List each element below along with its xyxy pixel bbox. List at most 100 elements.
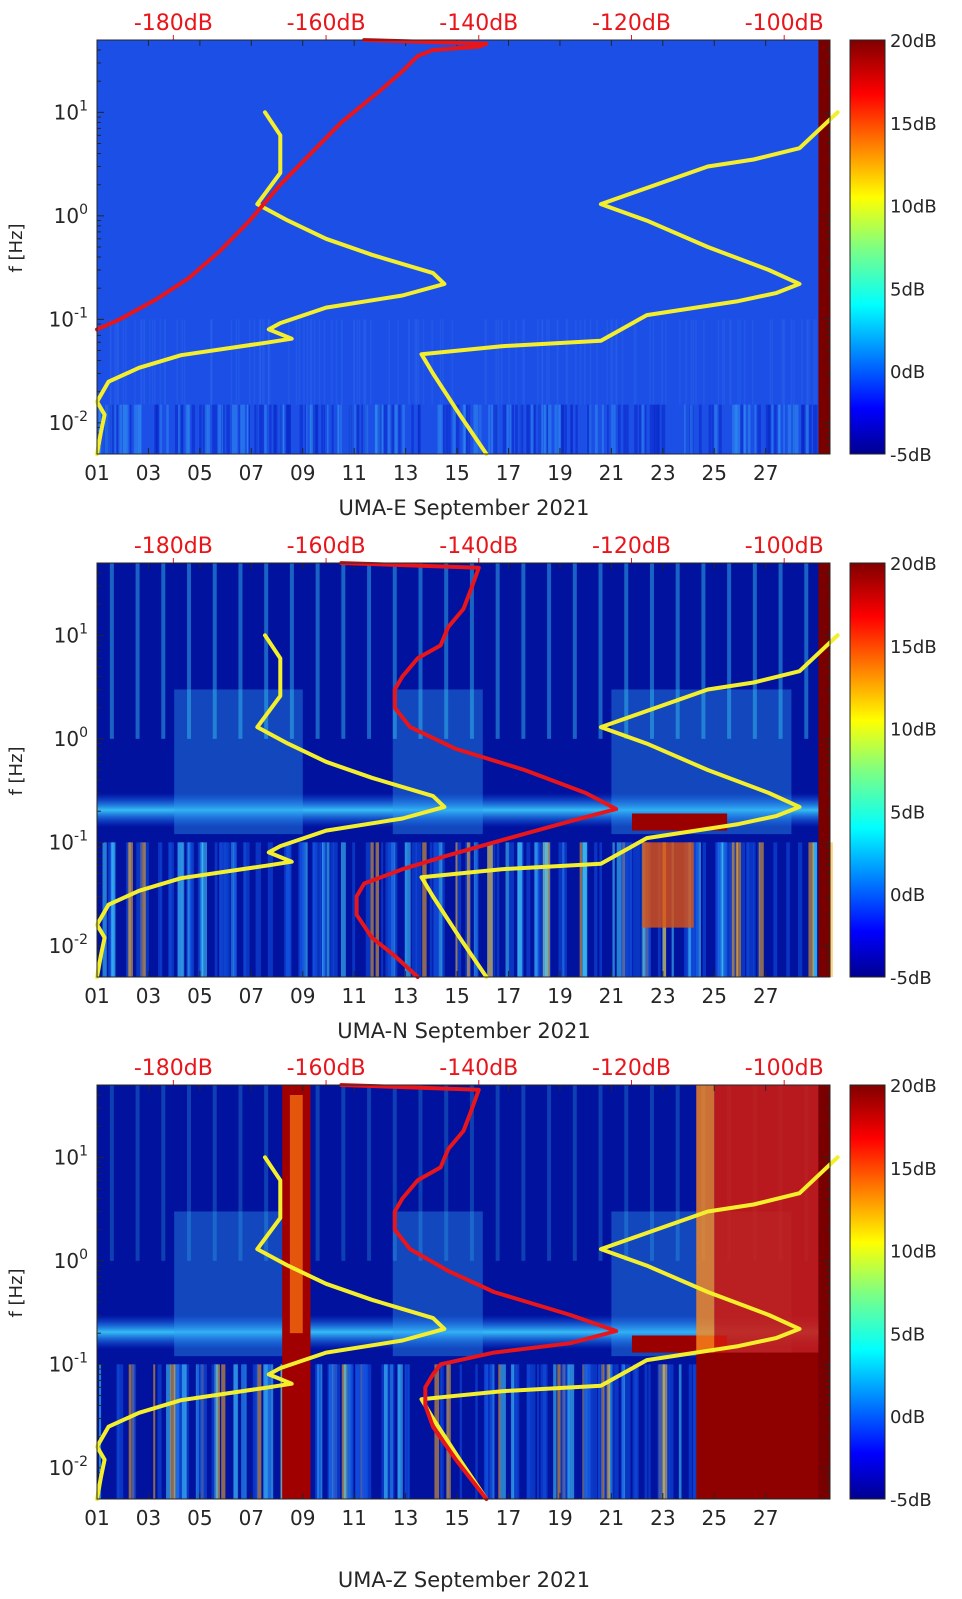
heatmap-stripe [332, 1364, 337, 1499]
heatmap-stripe [117, 319, 119, 405]
heatmap-stripe [159, 404, 162, 454]
heatmap-stripe [600, 1364, 605, 1499]
noise-model-curve [95, 1155, 447, 1501]
heatmap-stripe [616, 842, 622, 977]
heatmap-stripe [388, 319, 390, 405]
heatmap-stripe [561, 404, 565, 454]
y-tick-exponent: -2 [74, 1454, 88, 1470]
heatmap-stripe [390, 842, 395, 977]
heatmap-stripe [743, 319, 746, 405]
heatmap-stripe [402, 404, 405, 454]
heatmap-stripe [818, 40, 830, 454]
heatmap-stripe [688, 1364, 692, 1499]
heatmap-streak [547, 1085, 552, 1261]
heatmap-stripe [818, 563, 830, 977]
heatmap-stripe [137, 404, 142, 454]
heatmap-stripe [202, 404, 206, 454]
heatmap-stripe [783, 404, 785, 454]
heatmap-stripe [148, 319, 151, 405]
heatmap-stripe [786, 842, 790, 977]
heatmap-hot-patch [642, 842, 694, 928]
x-tick-label: 05 [187, 984, 212, 1008]
heatmap-streak [187, 563, 192, 739]
x-tick-label: 27 [753, 1506, 778, 1530]
y-tick-exponent: 1 [79, 1143, 88, 1159]
heatmap-stripe [510, 1364, 515, 1499]
heatmap-stripe [298, 319, 300, 405]
heatmap-stripe [181, 319, 183, 405]
heatmap-stripe [166, 404, 169, 454]
heatmap-stripe [790, 319, 793, 405]
heatmap-stripe [455, 842, 462, 977]
heatmap-stripe [567, 1364, 572, 1499]
colorbar [849, 1084, 886, 1500]
heatmap-stripe [511, 404, 514, 454]
heatmap-stripe [614, 1364, 619, 1499]
heatmap-stripe [678, 1364, 682, 1499]
heatmap-stripe [662, 1364, 668, 1499]
heatmap-stripe [740, 404, 744, 454]
heatmap-stripe [621, 842, 624, 977]
heatmap-stripe [181, 842, 185, 977]
heatmap-stripe [285, 842, 290, 977]
heatmap-stripe [515, 319, 517, 405]
heatmap-stripe [226, 842, 230, 977]
heatmap-streak [392, 1085, 397, 1261]
heatmap-stripe [815, 319, 817, 405]
heatmap-stripe [782, 319, 785, 405]
heatmap-stripe [684, 404, 687, 454]
heatmap-stripe [767, 404, 771, 454]
heatmap-stripe [383, 1364, 388, 1499]
heatmap-hot-band [289, 1095, 303, 1334]
heatmap-stripe [133, 404, 137, 454]
heatmap-stripe [583, 319, 586, 405]
heatmap-stripe [214, 404, 217, 454]
x-tick-label: 13 [393, 461, 418, 485]
heatmap-stripe [465, 404, 469, 454]
heatmap-stripe [356, 404, 360, 454]
heatmap-stripe [693, 842, 699, 977]
heatmap-stripe [506, 404, 509, 454]
heatmap-stripe [262, 319, 264, 405]
heatmap-stripe [110, 842, 114, 977]
x-tick-label: 23 [650, 984, 675, 1008]
heatmap-stripe [661, 404, 666, 454]
heatmap-stripe [774, 404, 777, 454]
heatmap-stripe [750, 842, 755, 977]
heatmap-stripe [332, 842, 338, 977]
heatmap-stripe [508, 319, 510, 405]
heatmap-stripe [594, 404, 598, 454]
heatmap-stripe [422, 842, 427, 977]
heatmap-stripe [115, 319, 118, 405]
heatmap-stripe [797, 842, 803, 977]
heatmap-stripe [241, 1364, 246, 1499]
heatmap-stripe [238, 404, 241, 454]
heatmap-stripe [397, 319, 399, 405]
x-tick-label: 25 [702, 984, 727, 1008]
heatmap-streak [161, 1085, 166, 1261]
heatmap-streak [238, 563, 243, 739]
heatmap-stripe [754, 404, 757, 454]
heatmap-stripe [404, 842, 411, 977]
heatmap-stripe [548, 319, 550, 405]
heatmap-plume [174, 1211, 303, 1357]
y-tick-label: 10-2 [49, 1454, 88, 1480]
heatmap-streak [212, 563, 217, 739]
heatmap-stripe [451, 319, 454, 405]
heatmap-stripe [685, 319, 687, 405]
heatmap-stripe [363, 319, 365, 405]
colorbar-label: 15dB [890, 637, 937, 658]
heatmap-stripe [128, 1364, 132, 1499]
heatmap-stripe [497, 319, 500, 405]
heatmap-stripe [526, 1364, 532, 1499]
heatmap-stripe [808, 319, 810, 405]
heatmap-stripe [504, 404, 507, 454]
heatmap-stripe [267, 319, 270, 405]
x-tick-label: 13 [393, 984, 418, 1008]
x-tick-label: 07 [239, 1506, 264, 1530]
heatmap-stripe [252, 1364, 259, 1499]
heatmap-stripe [541, 319, 544, 405]
heatmap-stripe [725, 842, 731, 977]
x-tick-label: 01 [84, 1506, 109, 1530]
heatmap-stripe [735, 842, 739, 977]
